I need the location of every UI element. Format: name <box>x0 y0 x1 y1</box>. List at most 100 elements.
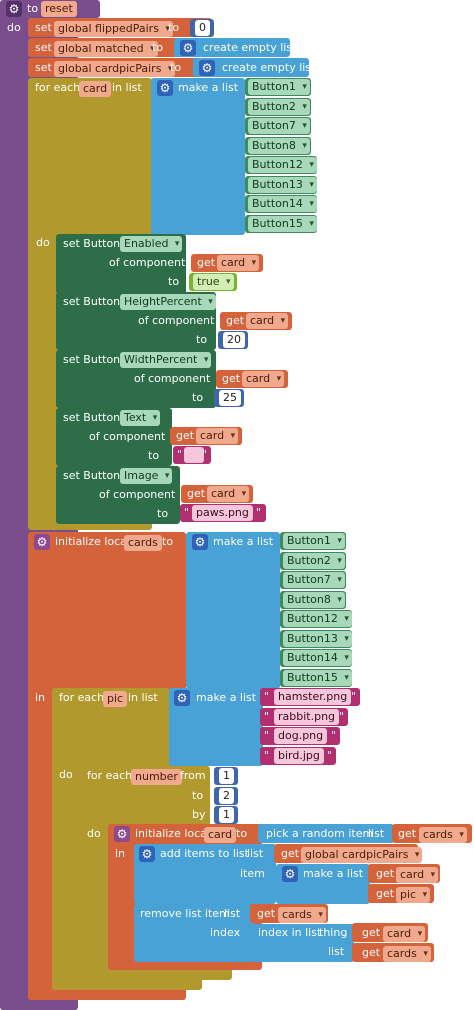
get-var-dropdown[interactable]: card <box>383 926 426 942</box>
property-dropdown-enabled[interactable]: Enabled <box>120 236 183 252</box>
create-empty-list-block[interactable] <box>193 58 309 77</box>
var-dropdown-flippedpairs[interactable]: global flippedPairs <box>54 21 173 37</box>
property-dropdown-text[interactable]: Text <box>120 410 161 426</box>
gear-icon[interactable]: ⚙ <box>139 846 155 862</box>
button-dropdown[interactable]: Button8 <box>248 138 310 154</box>
button-component-block[interactable]: Button2 <box>280 552 346 570</box>
get-var-dropdown[interactable]: card <box>207 486 250 502</box>
text-block-paws[interactable]: " paws.png " <box>180 504 266 522</box>
quote-close: " <box>327 749 333 762</box>
boolean-dropdown[interactable]: true <box>193 274 234 290</box>
text-block-bird[interactable]: " bird.jpg " <box>260 747 336 765</box>
property-dropdown-image[interactable]: Image <box>120 468 173 484</box>
get-var-dropdown[interactable]: cards <box>278 907 326 923</box>
button-component-block[interactable]: Button2 <box>245 98 311 116</box>
button-dropdown[interactable]: Button8 <box>283 592 345 608</box>
button-dropdown[interactable]: Button13 <box>248 177 317 193</box>
button-dropdown[interactable]: Button13 <box>283 631 352 647</box>
button-dropdown[interactable]: Button2 <box>248 99 310 115</box>
get-var-dropdown[interactable]: cards <box>383 946 431 962</box>
get-label: get <box>376 867 395 880</box>
pick-random-item-block[interactable] <box>258 824 394 843</box>
get-var-dropdown[interactable]: global cardpicPairs <box>301 847 423 863</box>
text-value[interactable]: dog.png <box>274 728 328 744</box>
get-var-dropdown[interactable]: card <box>396 867 439 883</box>
var-dropdown-cardpicpairs[interactable]: global cardpicPairs <box>54 61 176 77</box>
number-value[interactable]: 0 <box>195 20 210 36</box>
gear-icon[interactable]: ⚙ <box>174 690 190 706</box>
button-dropdown[interactable]: Button15 <box>283 670 352 686</box>
quote-close: " <box>202 448 208 461</box>
get-var-dropdown[interactable]: pic <box>396 887 431 903</box>
text-value[interactable]: paws.png <box>192 505 253 521</box>
button-component-block[interactable]: Button14 <box>245 195 317 213</box>
button-dropdown[interactable]: Button12 <box>283 611 352 627</box>
button-component-block[interactable]: Button8 <box>280 591 346 609</box>
button-dropdown[interactable]: Button14 <box>283 650 352 666</box>
number-value[interactable]: 25 <box>219 390 241 406</box>
button-component-block[interactable]: Button1 <box>280 532 346 550</box>
button-dropdown[interactable]: Button12 <box>248 157 317 173</box>
make-a-list-block[interactable] <box>151 78 245 235</box>
number-value[interactable]: 20 <box>223 332 245 348</box>
button-dropdown[interactable]: Button7 <box>248 118 310 134</box>
create-empty-list-block[interactable] <box>174 38 290 57</box>
gear-icon[interactable]: ⚙ <box>282 866 298 882</box>
button-component-block[interactable]: Button1 <box>245 78 311 96</box>
to-label: to <box>27 2 39 15</box>
loop-var-pic[interactable]: pic <box>103 691 128 707</box>
loop-var-number[interactable]: number <box>131 769 182 785</box>
text-block-rabbit[interactable]: " rabbit.png " <box>260 708 348 726</box>
number-value[interactable]: 2 <box>219 788 234 804</box>
button-component-block[interactable]: Button8 <box>245 137 311 155</box>
button-component-block[interactable]: Button13 <box>245 176 317 194</box>
button-component-block[interactable]: Button7 <box>280 571 346 589</box>
property-dropdown-heightpercent[interactable]: HeightPercent <box>120 294 216 310</box>
button-component-block[interactable]: Button7 <box>245 117 311 135</box>
get-var-dropdown[interactable]: card <box>196 428 239 444</box>
gear-icon[interactable]: ⚙ <box>157 80 173 96</box>
text-block-empty[interactable]: " " <box>173 446 211 464</box>
get-var-dropdown[interactable]: cards <box>419 827 467 843</box>
local-var-cards[interactable]: cards <box>124 535 162 551</box>
button-component-block[interactable]: Button15 <box>280 669 352 687</box>
button-dropdown[interactable]: Button7 <box>283 572 345 588</box>
gear-icon[interactable]: ⚙ <box>6 1 22 17</box>
text-value[interactable]: rabbit.png <box>274 709 340 725</box>
add-items-to-list-block[interactable] <box>134 844 276 904</box>
button-dropdown[interactable]: Button15 <box>248 216 317 232</box>
button-dropdown[interactable]: Button1 <box>283 533 345 549</box>
text-value[interactable]: bird.jpg <box>274 748 324 764</box>
button-component-block[interactable]: Button15 <box>245 215 317 233</box>
remove-list-item-block[interactable] <box>134 904 254 962</box>
var-dropdown-matched[interactable]: global matched <box>54 41 158 57</box>
button-component-block[interactable]: Button14 <box>280 649 352 667</box>
number-value[interactable]: 1 <box>219 807 234 823</box>
number-value[interactable]: 1 <box>219 768 234 784</box>
text-value[interactable] <box>184 447 204 463</box>
loop-var-card[interactable]: card <box>79 81 112 97</box>
gear-icon[interactable]: ⚙ <box>180 40 196 56</box>
text-value[interactable]: hamster.png <box>274 689 352 705</box>
procedure-name-field[interactable]: reset <box>41 1 77 17</box>
get-var-dropdown[interactable]: card <box>242 371 285 387</box>
button-component-block[interactable]: Button13 <box>280 630 352 648</box>
button-component-block[interactable]: Button12 <box>280 610 352 628</box>
get-var-dropdown[interactable]: card <box>246 313 289 329</box>
text-block-hamster[interactable]: " hamster.png " <box>260 688 360 706</box>
gear-icon[interactable]: ⚙ <box>192 534 208 550</box>
text-block-dog[interactable]: " dog.png " <box>260 727 340 745</box>
make-a-list-block[interactable] <box>186 532 280 689</box>
button-component-block[interactable]: Button12 <box>245 156 317 174</box>
gear-icon[interactable]: ⚙ <box>199 60 215 76</box>
local-var-card[interactable]: card <box>204 827 237 843</box>
gear-icon[interactable]: ⚙ <box>114 826 130 842</box>
index-in-list-block[interactable] <box>252 924 354 962</box>
in-list-label: in list <box>128 691 158 704</box>
button-dropdown[interactable]: Button2 <box>283 553 345 569</box>
get-var-dropdown[interactable]: card <box>217 255 260 271</box>
gear-icon[interactable]: ⚙ <box>34 534 50 550</box>
property-dropdown-widthpercent[interactable]: WidthPercent <box>120 352 212 368</box>
button-dropdown[interactable]: Button1 <box>248 79 310 95</box>
button-dropdown[interactable]: Button14 <box>248 196 317 212</box>
